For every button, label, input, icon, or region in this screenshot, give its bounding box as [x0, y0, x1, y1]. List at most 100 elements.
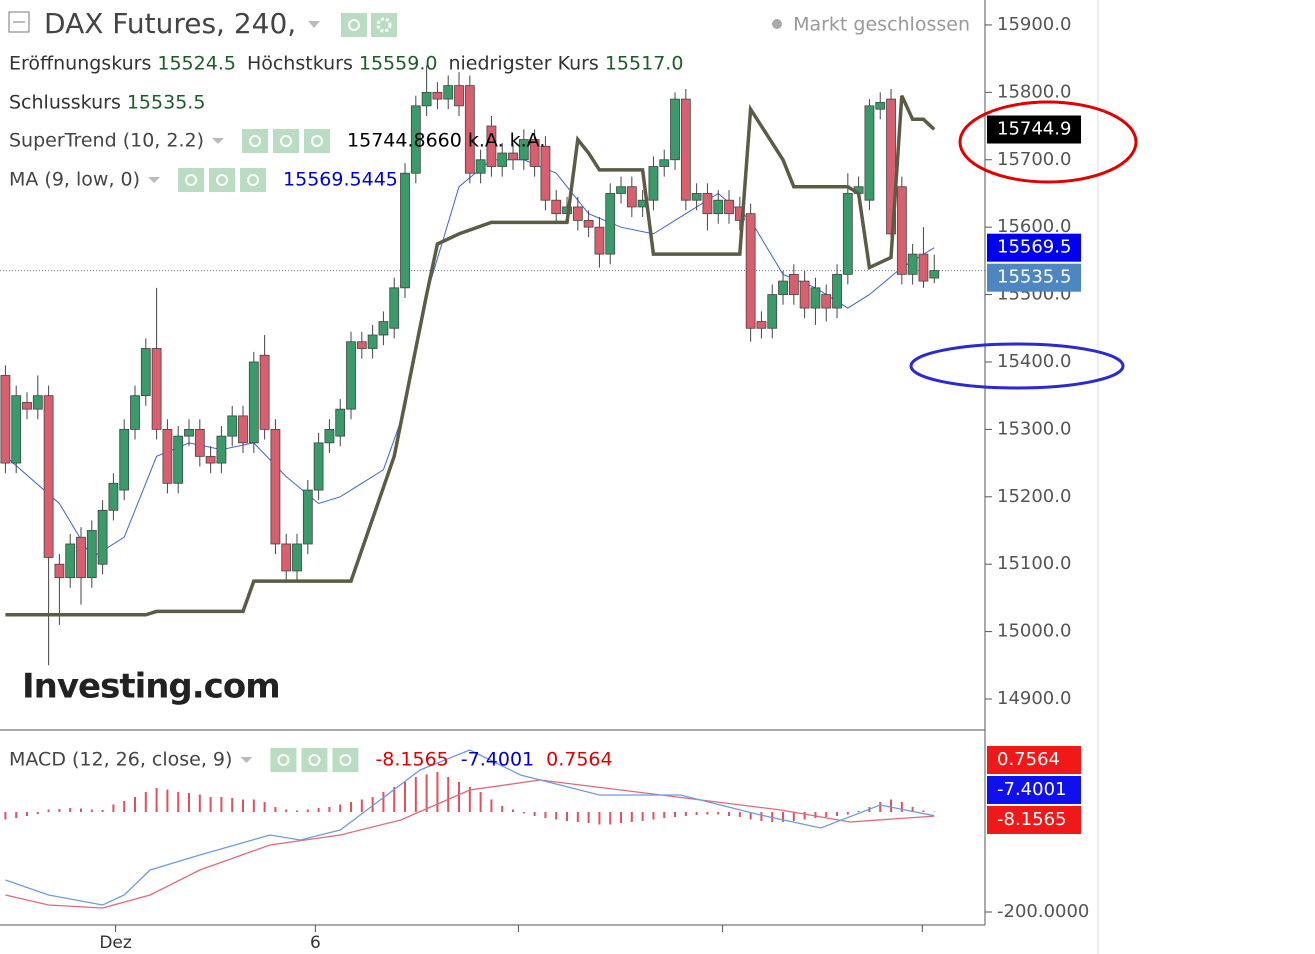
- ohlc-label: niedrigster Kurs: [448, 53, 598, 75]
- macd-histogram-bar: [674, 812, 677, 817]
- macd-histogram-bar: [36, 812, 39, 814]
- y-tick-label: 15600.0: [997, 216, 1071, 237]
- ma-tag-box: [987, 233, 1081, 262]
- macd-histogram-bar: [533, 812, 536, 816]
- supertrend-line: [5, 94, 936, 617]
- macd-y-tick-label: -200.0000: [997, 901, 1089, 922]
- indicator-icons[interactable]: [242, 129, 331, 153]
- y-tick-label: 15800.0: [997, 81, 1071, 102]
- supertrend-tag-box: [987, 115, 1081, 144]
- candle-body: [659, 159, 670, 167]
- macd-histogram-bar: [112, 804, 115, 812]
- candle-body: [54, 563, 65, 579]
- candle-body: [454, 85, 464, 107]
- macd-histogram-bar: [252, 799, 255, 812]
- candle-body: [832, 273, 842, 309]
- macd-histogram-bar: [933, 811, 936, 813]
- candle-body: [32, 395, 43, 410]
- macd-value: 0.7564: [546, 749, 612, 771]
- macd-histogram-bar: [468, 787, 471, 812]
- macd-histogram-bar: [512, 809, 515, 812]
- candle-body: [702, 193, 713, 215]
- macd-histogram-bar: [134, 797, 137, 812]
- candle-body: [335, 408, 346, 437]
- candle-body: [713, 199, 724, 215]
- candle-body: [292, 543, 302, 572]
- macd-histogram-bar: [620, 812, 623, 823]
- icon: [270, 748, 297, 772]
- candle-body: [929, 270, 940, 279]
- annotation-ellipse-red: [958, 100, 1138, 184]
- macd-histogram-bar: [717, 812, 720, 815]
- macd-histogram-bar: [177, 792, 180, 812]
- macd-histogram-bar: [836, 812, 839, 816]
- candle-body: [767, 294, 778, 329]
- indicator-icons[interactable]: [270, 748, 359, 772]
- candle-body: [356, 341, 367, 349]
- y-tick-label: 14900.0: [997, 688, 1071, 709]
- candle-body: [464, 85, 475, 174]
- ohlc-value: 15524.5: [157, 53, 236, 75]
- icon-glyph: [339, 754, 352, 766]
- macd-histogram-bar: [630, 812, 633, 822]
- indicator-icons[interactable]: [178, 168, 267, 192]
- macd-histogram-bar: [695, 812, 698, 815]
- macd-histogram-bar: [360, 799, 363, 812]
- macd-tag: 0.7564: [997, 749, 1060, 770]
- candle-body: [799, 280, 810, 309]
- y-tick-label: 15000.0: [997, 621, 1071, 642]
- candle-body: [140, 348, 151, 397]
- macd-histogram-bar: [285, 809, 288, 812]
- y-tick-label: 15300.0: [997, 418, 1071, 439]
- candle-body: [918, 253, 929, 282]
- y-tick-label: 15900.0: [997, 14, 1071, 35]
- macd-tag: -7.4001: [997, 779, 1066, 800]
- candle-body: [346, 341, 356, 410]
- macd-histogram-bar: [598, 812, 601, 825]
- candle-body: [508, 152, 518, 161]
- macd-histogram-bar: [890, 799, 893, 812]
- macd-histogram-bar: [317, 808, 320, 812]
- title-dropdown[interactable]: [308, 21, 320, 28]
- macd-histogram-bar: [814, 812, 817, 818]
- title-icons[interactable]: [341, 13, 397, 37]
- candle-body: [443, 85, 454, 100]
- candle-body: [97, 509, 108, 565]
- macd-histogram-bar: [609, 812, 612, 825]
- macd-histogram-bar: [328, 807, 331, 812]
- macd-histogram-bar: [922, 810, 925, 812]
- macd-histogram-bar: [911, 807, 914, 812]
- candle-body: [572, 206, 583, 221]
- y-tick-label: 15200.0: [997, 486, 1071, 507]
- close-tag: 15535.5: [997, 267, 1071, 288]
- collapse-box[interactable]: [8, 11, 30, 33]
- candle-body: [205, 455, 216, 464]
- candle-body: [259, 354, 270, 430]
- icon: [240, 168, 267, 192]
- macd-histogram-bar: [209, 797, 212, 812]
- dropdown: [240, 757, 253, 763]
- macd-histogram-bar: [382, 792, 385, 812]
- candle-body: [756, 321, 767, 329]
- candle-body: [540, 145, 551, 201]
- icon: [332, 748, 359, 772]
- macd-histogram-bar: [857, 811, 860, 812]
- candle-body: [842, 193, 853, 275]
- x-tick-label: Dez: [99, 933, 132, 953]
- macd-histogram-bar: [684, 812, 687, 816]
- candle-body: [724, 199, 734, 215]
- candle-body: [151, 348, 162, 430]
- icon-glyph: [247, 174, 260, 186]
- macd-histogram-bar: [58, 809, 61, 812]
- macd-histogram-bar: [80, 808, 83, 812]
- macd-histogram-bar: [879, 802, 882, 812]
- macd-histogram-bar: [69, 808, 72, 812]
- candle-body: [410, 105, 421, 174]
- candle-body: [421, 91, 432, 107]
- icon: [178, 168, 205, 192]
- candle-body: [680, 98, 691, 201]
- macd-histogram-bar: [738, 812, 741, 817]
- icon-glyph: [277, 754, 290, 766]
- icon-glyph: [280, 135, 293, 147]
